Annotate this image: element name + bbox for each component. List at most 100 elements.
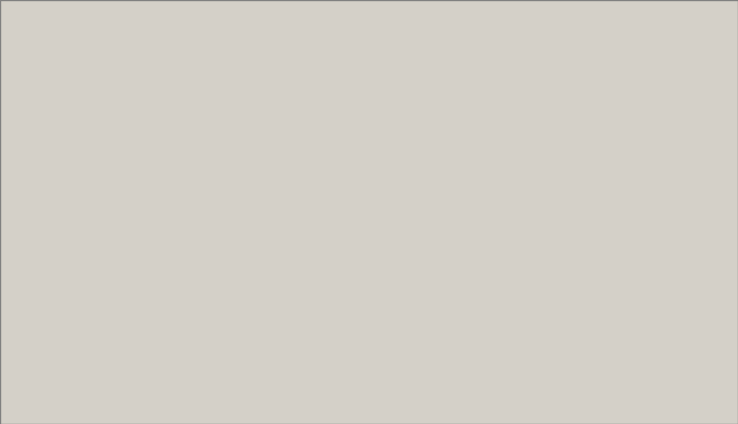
Text: FAMILY: FAMILY (249, 224, 284, 234)
Polygon shape (186, 38, 191, 46)
Text: GLOBAL.PRODUCT_DIM.ITEM_ID: GLOBAL.PRODUCT_DIM.ITEM_ID (422, 309, 575, 320)
Text: GLOBAL.PRODUCT_DIM.FAMILY_ID: GLOBAL.PRODUCT_DIM.FAMILY_ID (422, 241, 587, 252)
Bar (2, 34, 200, 408)
Text: c: c (30, 277, 34, 285)
Text: b: b (26, 159, 31, 167)
Text: c: c (30, 108, 34, 115)
Text: LONG_DESCRIPTION: LONG_DESCRIPTION (262, 190, 356, 201)
Text: Member: Member (262, 173, 297, 184)
Text: c: c (30, 90, 34, 98)
Text: PRODUCT_DIM: PRODUCT_DIM (32, 37, 97, 47)
Text: a: a (22, 141, 26, 146)
Text: PRIMARY: PRIMARY (237, 72, 278, 81)
Text: GLOBAL.PRODUCT_DIM.FAMILY_DSC: GLOBAL.PRODUCT_DIM.FAMILY_DSC (422, 275, 593, 286)
Text: a: a (22, 73, 26, 78)
Text: GLOBAL.PRODUCT_DIM.CLASS_DSC: GLOBAL.PRODUCT_DIM.CLASS_DSC (422, 190, 587, 201)
Text: b: b (26, 90, 31, 98)
Text: FAMILY_DSC: FAMILY_DSC (35, 122, 94, 133)
Text: ITEM_BUYER: ITEM_BUYER (35, 173, 94, 184)
Bar (226, 73, 234, 81)
Bar (6, 362, 14, 369)
Bar (214, 56, 222, 64)
Text: CLASS_DSC_DUTCH: CLASS_DSC_DUTCH (35, 71, 123, 82)
Bar (2, 408, 200, 422)
Polygon shape (206, 40, 212, 45)
Text: b: b (26, 346, 31, 354)
Text: TIME_DIM: TIME_DIM (32, 360, 79, 371)
Text: MARKETING_MANAGER: MARKETING_MANAGER (262, 394, 362, 405)
Text: c: c (30, 192, 34, 201)
Text: GLOBAL.PRODUCT_DIM.ITEM_DSC: GLOBAL.PRODUCT_DIM.ITEM_DSC (422, 326, 581, 337)
Text: SHORT_DESCRIPTION: SHORT_DESCRIPTION (262, 139, 362, 150)
Text: ITEM: ITEM (249, 293, 272, 302)
Bar (238, 226, 246, 234)
Text: a: a (22, 243, 26, 248)
Text: -: - (241, 293, 244, 302)
Text: LONG_DESCRIPTION: LONG_DESCRIPTION (262, 258, 356, 269)
Bar (238, 293, 246, 301)
Text: FAMILY_ID: FAMILY_ID (35, 156, 88, 167)
Text: ITEM_DSC_FRENCH: ITEM_DSC_FRENCH (35, 224, 123, 235)
Bar (66, 4, 84, 22)
Text: GLOBAL.PRODUCT_DIM.CLASS_DSC: GLOBAL.PRODUCT_DIM.CLASS_DSC (422, 207, 587, 218)
Bar (186, 408, 200, 422)
Text: b: b (26, 329, 31, 337)
Text: b: b (26, 277, 31, 285)
Text: c: c (30, 209, 34, 218)
Bar (184, 34, 200, 50)
Bar (176, 4, 194, 22)
Text: Member: Member (262, 106, 297, 115)
Text: -: - (217, 55, 219, 64)
Text: a: a (22, 175, 26, 180)
Bar (2, 408, 16, 422)
Bar (6, 39, 14, 47)
Bar (212, 34, 736, 51)
Text: b: b (26, 260, 31, 268)
Text: LONG_DESCRIPTION: LONG_DESCRIPTION (262, 326, 356, 337)
Text: b: b (26, 226, 31, 234)
Text: a: a (22, 107, 26, 112)
Text: c: c (30, 159, 34, 167)
Text: ITEM_ID: ITEM_ID (35, 241, 76, 252)
Text: c: c (30, 125, 34, 132)
Bar (375, 4, 480, 24)
Text: GLOBAL.PRODUCT_DIM.CLASS_ID: GLOBAL.PRODUCT_DIM.CLASS_ID (422, 173, 581, 184)
Text: b: b (26, 56, 31, 64)
Text: b: b (26, 192, 31, 201)
Text: ITEM_MARKETING_MAN: ITEM_MARKETING_MAN (35, 258, 141, 269)
Text: a: a (22, 311, 26, 316)
Bar (24, 4, 42, 22)
Text: GLOBAL.PRODUCT_DIM.TOTAL_DSC: GLOBAL.PRODUCT_DIM.TOTAL_DSC (422, 139, 587, 150)
Text: c: c (30, 176, 34, 184)
Bar (135, 4, 153, 22)
Bar (5, 4, 23, 22)
Text: ITEM_PACKAGE: ITEM_PACKAGE (35, 275, 106, 286)
Bar (60, 409, 130, 421)
Bar (155, 4, 173, 22)
Text: GLOBAL.PRODUCT_DIM.ITEM_BUYER: GLOBAL.PRODUCT_DIM.ITEM_BUYER (422, 377, 593, 388)
Bar (185, 52, 199, 107)
Text: c: c (30, 142, 34, 150)
Text: GLOBAL.PRODUCT_DIM.FAMILY_DSC: GLOBAL.PRODUCT_DIM.FAMILY_DSC (422, 258, 593, 269)
Text: c: c (30, 260, 34, 268)
Text: CLASS_ID: CLASS_ID (35, 105, 82, 116)
Text: TOTAL_DSC: TOTAL_DSC (35, 292, 88, 303)
Text: a: a (22, 345, 26, 350)
Text: a: a (22, 192, 26, 197)
Text: ITEM_DSC_DUTCH: ITEM_DSC_DUTCH (35, 207, 117, 218)
Bar (0, 0, 738, 30)
Text: b: b (26, 176, 31, 184)
Text: b: b (26, 142, 31, 150)
Text: TOTAL: TOTAL (249, 89, 278, 98)
Text: CLASS_DSC: CLASS_DSC (35, 54, 88, 65)
Text: a: a (22, 124, 26, 129)
Bar (238, 89, 246, 98)
Text: c: c (30, 73, 34, 81)
Text: BUYER: BUYER (262, 377, 292, 388)
Text: Star Schema: Star Schema (381, 9, 452, 19)
Text: TOTAL_ID: TOTAL_ID (35, 343, 82, 354)
Bar (2, 170, 184, 187)
Bar (16, 360, 29, 371)
Text: a: a (22, 209, 26, 214)
Text: GLOBAL.PRODUCT_DIM.TOTAL_DSC: GLOBAL.PRODUCT_DIM.TOTAL_DSC (422, 122, 587, 133)
